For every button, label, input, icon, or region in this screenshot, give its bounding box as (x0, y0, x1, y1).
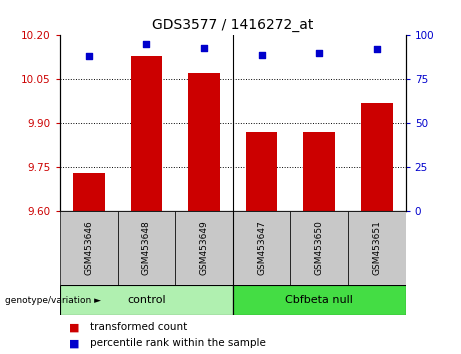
Text: GSM453647: GSM453647 (257, 221, 266, 275)
Title: GDS3577 / 1416272_at: GDS3577 / 1416272_at (152, 18, 313, 32)
Bar (233, 211, 290, 285)
Text: genotype/variation ►: genotype/variation ► (5, 296, 100, 304)
Bar (60, 211, 118, 285)
Bar (175, 211, 233, 285)
Bar (233, 285, 406, 315)
Bar (290, 211, 348, 285)
Bar (246, 132, 278, 211)
Bar (361, 103, 393, 211)
Text: ■: ■ (69, 322, 80, 332)
Bar (73, 173, 105, 211)
Text: ■: ■ (69, 338, 80, 348)
Point (142, 41, 150, 47)
Text: GSM453649: GSM453649 (200, 221, 208, 275)
Bar (188, 73, 220, 211)
Bar (303, 132, 335, 211)
Point (200, 45, 207, 51)
Point (85, 53, 92, 59)
Point (315, 50, 323, 56)
Text: control: control (127, 295, 165, 305)
Bar (348, 211, 406, 285)
Text: GSM453650: GSM453650 (315, 220, 324, 275)
Text: transformed count: transformed count (90, 322, 187, 332)
Point (258, 52, 266, 57)
Text: GSM453646: GSM453646 (84, 221, 93, 275)
Text: GSM453648: GSM453648 (142, 221, 151, 275)
Point (373, 47, 381, 52)
Bar (118, 211, 175, 285)
Bar (130, 56, 162, 211)
Bar (60, 285, 233, 315)
Text: GSM453651: GSM453651 (372, 220, 381, 275)
Text: Cbfbeta null: Cbfbeta null (285, 295, 353, 305)
Text: percentile rank within the sample: percentile rank within the sample (90, 338, 266, 348)
